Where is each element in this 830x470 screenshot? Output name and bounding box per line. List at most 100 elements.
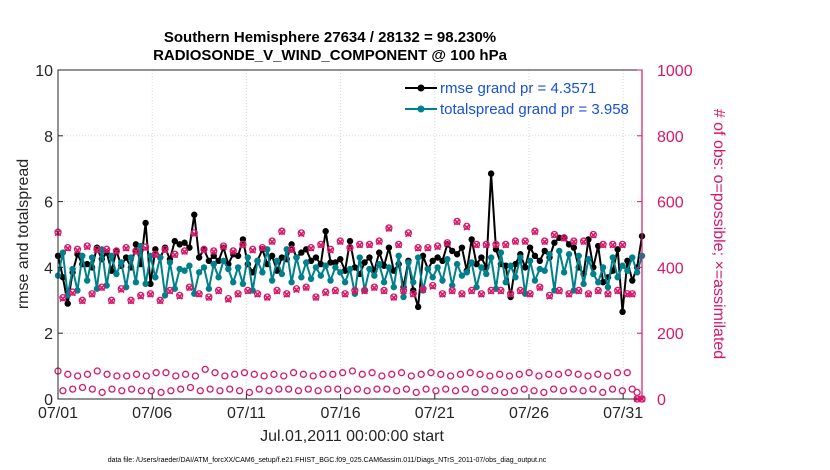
obs-possible-point <box>151 250 159 258</box>
data-point <box>507 262 514 269</box>
obs-assimilated-point <box>473 241 480 249</box>
obs-possible-point <box>623 290 632 298</box>
obs-possible-point <box>312 293 320 301</box>
obs-possible-point <box>190 229 198 237</box>
data-point <box>541 267 548 274</box>
obs-possible-point <box>570 237 578 245</box>
y-tick-label: 0 <box>44 392 53 409</box>
obs-possible-point <box>437 370 445 378</box>
data-point <box>79 252 86 260</box>
obs-possible-point <box>536 283 544 291</box>
data-point <box>293 254 300 261</box>
data-point <box>307 275 315 283</box>
data-point <box>633 269 641 276</box>
obs-possible-point <box>231 370 239 378</box>
obs-assimilated-point <box>113 248 120 255</box>
obs-possible-point <box>73 245 82 253</box>
obs-assimilated-point <box>507 291 514 298</box>
data-point <box>487 170 495 177</box>
obs-possible-point <box>245 388 254 397</box>
obs-possible-point <box>565 290 573 298</box>
obs-possible-point <box>103 245 111 253</box>
obs-possible-point <box>392 387 401 395</box>
data-point <box>414 303 422 311</box>
obs-assimilated-point <box>293 286 300 294</box>
obs-possible-point <box>122 244 130 252</box>
data-point <box>215 274 222 281</box>
obs-possible-point <box>456 370 465 378</box>
obs-assimilated-point <box>166 287 174 295</box>
data-point <box>619 308 626 316</box>
obs-assimilated-point <box>458 291 466 298</box>
obs-possible-point <box>157 388 165 397</box>
obs-possible-point <box>250 370 258 378</box>
obs-possible-point <box>589 230 597 239</box>
data-point <box>434 254 441 261</box>
data-point <box>526 244 534 251</box>
obs-possible-point <box>468 286 476 295</box>
obs-possible-point <box>142 372 150 380</box>
obs-assimilated-point <box>390 294 398 302</box>
data-point <box>366 265 373 273</box>
data-point <box>361 259 368 266</box>
obs-possible-point <box>64 244 72 252</box>
y-tick-label: 6 <box>44 195 53 212</box>
obs-possible-point <box>322 288 330 296</box>
obs-possible-point <box>292 285 301 293</box>
obs-assimilated-point <box>229 248 237 255</box>
data-point <box>604 283 612 291</box>
obs-assimilated-point <box>502 241 510 249</box>
obs-assimilated-point <box>195 291 203 298</box>
obs-possible-point <box>69 385 77 393</box>
obs-assimilated-point <box>434 243 441 251</box>
data-point <box>186 262 193 269</box>
obs-assimilated-point <box>327 246 334 254</box>
obs-possible-point <box>380 286 388 295</box>
data-point <box>225 265 232 273</box>
obs-assimilated-point <box>322 289 330 297</box>
obs-assimilated-point <box>205 294 213 302</box>
data-point <box>570 244 578 251</box>
x-tick-label: 07/01 <box>38 405 78 422</box>
data-point <box>147 280 154 288</box>
obs-possible-point <box>329 370 337 378</box>
obs-possible-point <box>343 387 352 395</box>
data-point <box>234 264 242 271</box>
obs-possible-point <box>579 387 587 395</box>
obs-possible-point <box>273 286 281 295</box>
obs-assimilated-point <box>224 296 232 304</box>
obs-possible-point <box>360 286 369 295</box>
y2-tick-label: 400 <box>657 260 684 277</box>
obs-possible-point <box>492 240 500 249</box>
data-point <box>614 274 621 281</box>
obs-possible-point <box>108 385 116 393</box>
obs-assimilated-point <box>108 297 115 305</box>
obs-assimilated-point <box>419 286 427 294</box>
obs-assimilated-point <box>628 291 636 298</box>
obs-possible-point <box>185 283 194 291</box>
data-point <box>259 269 266 276</box>
obs-possible-point <box>234 290 242 298</box>
data-point <box>64 300 71 307</box>
data-point <box>186 244 193 251</box>
obs-possible-point <box>472 240 481 249</box>
obs-possible-point <box>83 242 91 250</box>
data-point <box>327 259 334 266</box>
data-point <box>390 283 397 291</box>
obs-possible-point <box>127 296 135 304</box>
data-point <box>453 251 461 258</box>
data-point <box>59 274 67 281</box>
obs-possible-point <box>531 227 539 235</box>
data-point <box>429 274 436 281</box>
obs-possible-point <box>200 245 208 253</box>
data-point <box>278 254 286 261</box>
obs-possible-point <box>307 244 315 252</box>
data-point <box>376 249 383 256</box>
obs-possible-point <box>338 369 347 377</box>
obs-possible-point <box>240 369 249 377</box>
obs-possible-point <box>211 369 219 377</box>
data-point <box>166 259 174 266</box>
obs-possible-point <box>363 387 371 395</box>
obs-possible-point <box>505 372 514 380</box>
